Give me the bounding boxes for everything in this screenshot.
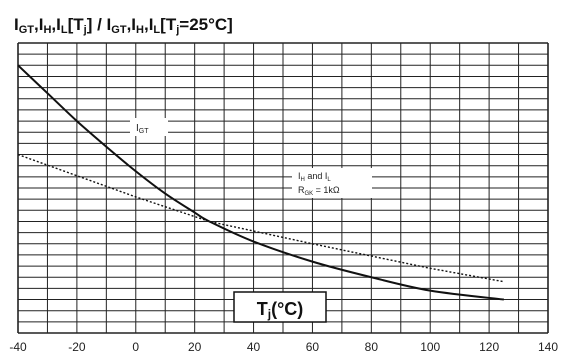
x-axis-label: Tj(°C): [257, 299, 304, 321]
ih-label-bg: [292, 168, 372, 198]
igt-label-bg: [130, 118, 168, 136]
x-tick-label: 60: [306, 340, 320, 354]
igt-label: IGT: [136, 123, 149, 135]
rgk-label: RGK = 1kΩ: [298, 185, 340, 197]
x-tick-label: -40: [9, 340, 27, 354]
x-tick-label: 100: [420, 340, 440, 354]
grid: [17, 42, 549, 334]
x-tick-label: 0: [132, 340, 139, 354]
series-line-ih-il: [17, 153, 504, 283]
x-tick-label: -20: [68, 340, 86, 354]
x-tick-label: 80: [365, 340, 379, 354]
x-tick-label: 140: [538, 340, 558, 354]
x-axis-ticks: -40 -20 0 20 40 60 80 100 120 140: [9, 340, 558, 354]
series-group: [17, 64, 504, 301]
series-line-igt: [17, 64, 504, 301]
x-tick-label: 40: [247, 340, 261, 354]
x-tick-label: 120: [479, 340, 499, 354]
x-tick-label: 20: [188, 340, 202, 354]
chart-title: IGT,IH,IL[Tj] / IGT,IH,IL[Tj=25°C]: [14, 15, 233, 36]
ih-il-label: IH and IL: [298, 171, 331, 183]
x-axis-label-box: [233, 291, 327, 323]
